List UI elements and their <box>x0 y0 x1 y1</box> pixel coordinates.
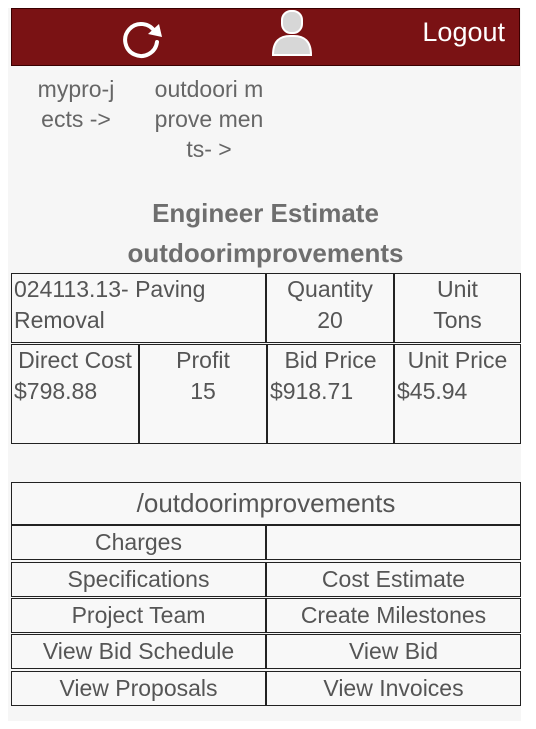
view-proposals-button[interactable]: View Proposals <box>11 671 266 706</box>
bid-price-value: $918.71 <box>270 378 354 404</box>
refresh-icon[interactable] <box>116 15 166 65</box>
profit-cell: Profit 15 <box>139 344 267 444</box>
profit-label: Profit <box>176 347 230 373</box>
unit-cell: Unit Tons <box>394 273 521 343</box>
unit-price-label: Unit Price <box>407 347 508 373</box>
item-cell: 024113.13- Paving Removal <box>11 273 266 343</box>
project-path-header: /outdoorimprovements <box>11 482 521 525</box>
page-subtitle: outdoorimprovements <box>127 238 404 268</box>
header-bar: Logout <box>11 8 520 66</box>
bid-price-label: Bid Price <box>284 347 377 373</box>
profit-value: 15 <box>190 378 216 404</box>
bid-price-cell: Bid Price $918.71 <box>267 344 394 444</box>
create-milestones-button[interactable]: Create Milestones <box>266 598 521 633</box>
empty-menu-cell <box>266 525 521 560</box>
user-icon[interactable] <box>270 9 314 57</box>
logout-link[interactable]: Logout <box>422 17 505 47</box>
view-invoices-button[interactable]: View Invoices <box>266 671 521 706</box>
direct-cost-label: Direct Cost <box>18 347 132 373</box>
page-title: Engineer Estimate <box>152 198 379 228</box>
direct-cost-value: $798.88 <box>14 378 98 404</box>
quantity-label: Quantity <box>287 276 373 302</box>
charges-button[interactable]: Charges <box>11 525 266 560</box>
unit-price-cell: Unit Price $45.94 <box>394 344 521 444</box>
app-frame: Logout mypro-jects -> outdoori mprove me… <box>8 8 521 721</box>
unit-value: Tons <box>433 307 482 333</box>
cost-estimate-button[interactable]: Cost Estimate <box>266 562 521 597</box>
specifications-button[interactable]: Specifications <box>11 562 266 597</box>
unit-price-value: $45.94 <box>397 378 468 404</box>
view-bid-button[interactable]: View Bid <box>266 634 521 669</box>
view-bid-schedule-button[interactable]: View Bid Schedule <box>11 634 266 669</box>
breadcrumb-outdoorimprovements[interactable]: outdoori mprove ments- > <box>154 76 264 162</box>
quantity-cell: Quantity 20 <box>266 273 394 343</box>
direct-cost-cell: Direct Cost $798.88 <box>11 344 139 444</box>
breadcrumb-myprojects[interactable]: mypro-jects -> <box>37 76 115 132</box>
project-team-button[interactable]: Project Team <box>11 598 266 633</box>
quantity-value: 20 <box>317 307 343 333</box>
unit-label: Unit <box>437 276 478 302</box>
